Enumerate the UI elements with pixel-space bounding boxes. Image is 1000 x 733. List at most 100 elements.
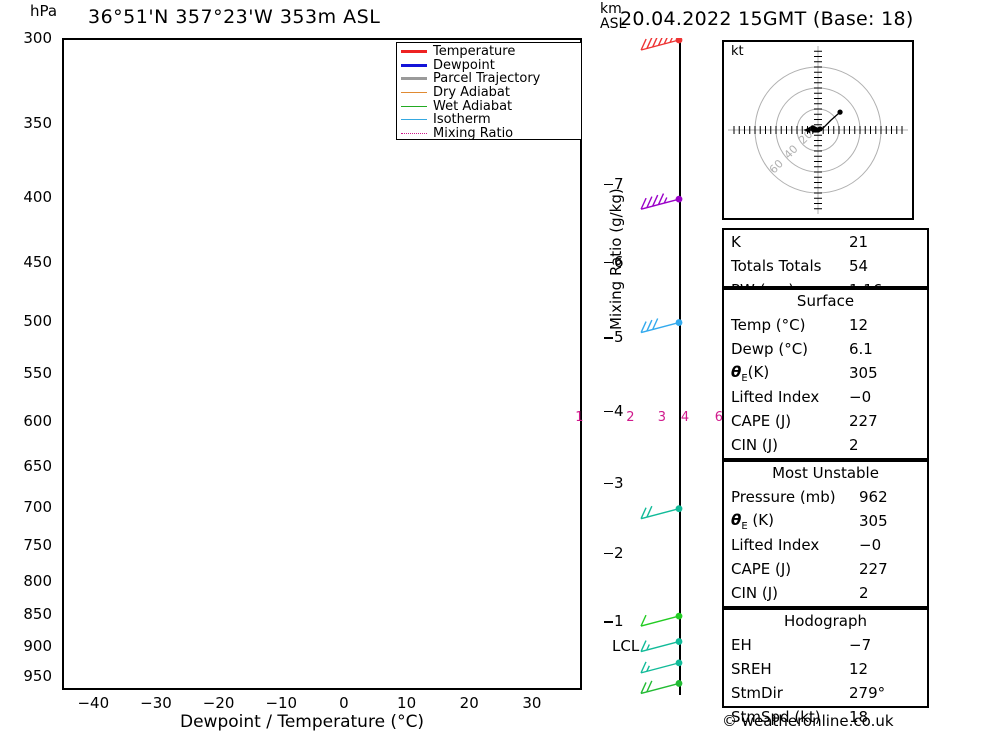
wind-barbs bbox=[640, 38, 683, 695]
legend-item-dewpoint: Dewpoint bbox=[401, 59, 577, 73]
legend-swatch-icon bbox=[401, 105, 427, 107]
altitude-tick-3: 3 bbox=[614, 473, 624, 492]
wind-barb-500 bbox=[640, 318, 683, 334]
altitude-tick-6: 6 bbox=[614, 252, 624, 271]
legend: Temperature Dewpoint Parcel Trajectory Dry … bbox=[396, 42, 582, 140]
legend-swatch-icon bbox=[401, 119, 427, 121]
legend-swatch-icon bbox=[401, 63, 427, 67]
lcl-marker-label: LCL bbox=[612, 637, 640, 655]
altitude-tick-mark-6 bbox=[604, 261, 613, 264]
table-row: Temp (°C) 12 bbox=[724, 313, 927, 337]
wind-barb-axis bbox=[679, 40, 681, 695]
table-row-label: K bbox=[731, 233, 741, 251]
legend-label: Dewpoint bbox=[433, 57, 495, 73]
legend-swatch-icon bbox=[401, 77, 427, 81]
hodograph-stats-table: Hodograph EH −7 SREH 12 StmDir 279° StmSpd (kt)… bbox=[722, 608, 929, 726]
skewt-plot-frame bbox=[62, 38, 582, 690]
legend-label: Wet Adiabat bbox=[433, 98, 513, 114]
table-row-label: StmDir bbox=[731, 684, 783, 702]
pressure-tick-400: 400 bbox=[23, 188, 52, 207]
temperature-tick-10: 10 bbox=[397, 694, 417, 712]
table-row-label: Pressure (mb) bbox=[731, 488, 836, 506]
table-row-value: 6.1 bbox=[849, 340, 873, 358]
pressure-tick-550: 550 bbox=[23, 364, 52, 383]
temperature-tick--40: −40 bbox=[77, 694, 110, 712]
table-row-label: Totals Totals bbox=[731, 257, 822, 275]
wind-barb-400 bbox=[640, 193, 683, 210]
table-row-label: Lifted Index bbox=[731, 536, 820, 554]
altitude-tick-2: 2 bbox=[614, 543, 624, 562]
legend-label: Dry Adiabat bbox=[433, 85, 510, 101]
altitude-tick-4: 4 bbox=[614, 401, 624, 420]
mixing-ratio-axis-title: Mixing Ratio (g/kg) bbox=[607, 188, 625, 330]
table-row-value: 21 bbox=[849, 233, 869, 251]
legend-item-parcel-trajectory: Parcel Trajectory bbox=[401, 72, 577, 86]
table-row-value: 227 bbox=[849, 412, 878, 430]
table-row-value: 305 bbox=[849, 364, 878, 382]
table-row: StmDir 279° bbox=[724, 681, 927, 705]
wind-barb-960 bbox=[640, 680, 683, 695]
mixing-ratio-label-2: 2 bbox=[626, 410, 635, 425]
pressure-tick-450: 450 bbox=[23, 253, 52, 272]
legend-label: Isotherm bbox=[433, 112, 491, 128]
table-row: Lifted Index −0 bbox=[724, 385, 927, 409]
table-row-value: 2 bbox=[859, 584, 869, 602]
svg-text:40: 40 bbox=[782, 142, 801, 161]
altitude-tick-mark-7 bbox=[604, 183, 613, 186]
hodograph-unit-label: kt bbox=[731, 44, 744, 59]
legend-item-dry-adiabat: Dry Adiabat bbox=[401, 86, 577, 100]
table-row: Lifted Index −0 bbox=[724, 533, 927, 557]
altitude-tick-1: 1 bbox=[614, 612, 624, 631]
table-row-value: 962 bbox=[859, 488, 888, 506]
legend-label: Parcel Trajectory bbox=[433, 71, 541, 87]
legend-swatch-icon bbox=[401, 50, 427, 54]
table-row-label: CAPE (J) bbox=[731, 412, 792, 430]
table-row-label: Temp (°C) bbox=[731, 316, 806, 334]
table-row-label: CAPE (J) bbox=[731, 560, 792, 578]
table-row-value: 18 bbox=[849, 708, 869, 726]
table-row: CIN (J) 2 bbox=[724, 581, 927, 605]
temperature-tick-0: 0 bbox=[339, 694, 349, 712]
altitude-tick-5: 5 bbox=[614, 328, 624, 347]
wind-barb-700 bbox=[640, 505, 683, 520]
altitude-tick-mark-1 bbox=[604, 621, 613, 623]
legend-label: Temperature bbox=[433, 44, 516, 60]
mixing-ratio-label-1: 1 bbox=[575, 410, 584, 425]
table-row: CIN (J) 2 bbox=[724, 433, 927, 457]
altitude-unit-label: km ASL bbox=[600, 2, 626, 32]
pressure-tick-900: 900 bbox=[23, 636, 52, 655]
altitude-unit-km: km bbox=[600, 1, 622, 17]
table-row-value: 305 bbox=[859, 512, 888, 530]
table-row-label: EH bbox=[731, 636, 752, 654]
wind-barb-890 bbox=[640, 638, 683, 653]
table-row-label: CIN (J) bbox=[731, 436, 779, 454]
altitude-tick-mark-3 bbox=[604, 482, 613, 485]
table-row: Dewp (°C) 6.1 bbox=[724, 337, 927, 361]
altitude-tick-mark-2 bbox=[604, 552, 613, 555]
table-row-label: SREH bbox=[731, 660, 772, 678]
legend-item-temperature: Temperature bbox=[401, 45, 577, 59]
altitude-tick-mark-4 bbox=[604, 410, 613, 413]
table-row: CAPE (J) 227 bbox=[724, 557, 927, 581]
temperature-tick-30: 30 bbox=[522, 694, 542, 712]
mixing-ratio-label-4: 4 bbox=[680, 410, 690, 425]
pressure-tick-600: 600 bbox=[23, 412, 52, 431]
table-row-label: CIN (J) bbox=[731, 584, 779, 602]
wind-barb-925 bbox=[640, 659, 683, 674]
pressure-tick-950: 950 bbox=[23, 666, 52, 685]
temperature-tick--20: −20 bbox=[202, 694, 235, 712]
legend-item-isotherm: Isotherm bbox=[401, 113, 577, 127]
legend-swatch-icon bbox=[401, 92, 427, 94]
copyright-notice: © weatheronline.co.uk bbox=[722, 712, 894, 730]
table-row-value: −0 bbox=[859, 536, 882, 554]
legend-item-mixing-ratio: Mixing Ratio bbox=[401, 127, 577, 141]
table-row: Totals Totals 54 bbox=[724, 254, 927, 278]
temperature-tick--30: −30 bbox=[140, 694, 172, 712]
altitude-tick-mark-5 bbox=[604, 337, 613, 339]
pressure-tick-350: 350 bbox=[23, 114, 52, 133]
wind-barb-850 bbox=[640, 612, 683, 627]
pressure-tick-850: 850 bbox=[23, 605, 52, 624]
altitude-tick-7: 7 bbox=[614, 174, 624, 193]
